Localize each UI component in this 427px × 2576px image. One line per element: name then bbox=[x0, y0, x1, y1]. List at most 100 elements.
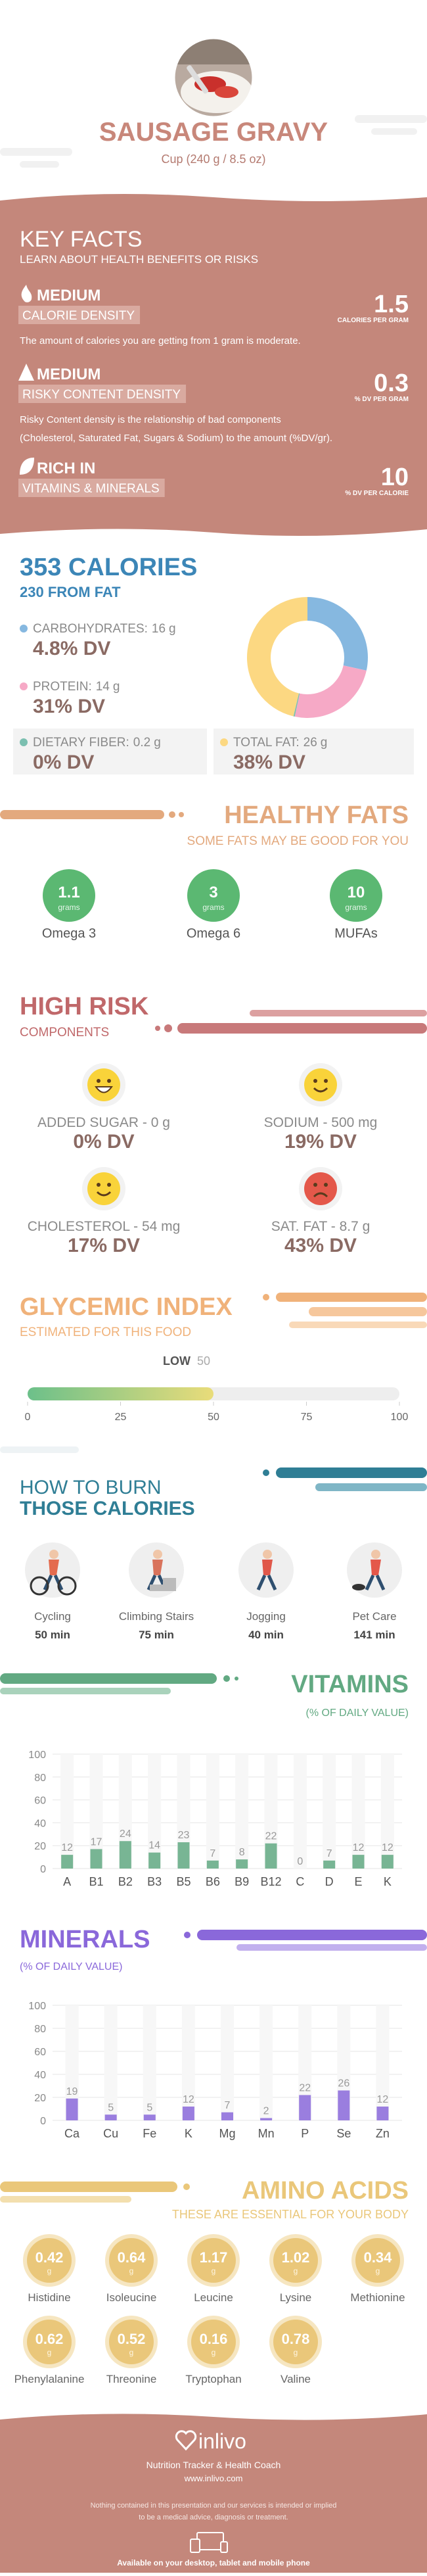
value-label: 19 bbox=[66, 2086, 78, 2097]
value-label: 8 bbox=[239, 1847, 245, 1858]
eye bbox=[313, 1183, 317, 1187]
section-subtitle: LEARN ABOUT HEALTH BENEFITS OR RISKS bbox=[20, 253, 258, 266]
figure-legs bbox=[365, 1574, 386, 1591]
figure-body bbox=[371, 1560, 381, 1575]
nutrient-label: PROTEIN: 14 g bbox=[33, 680, 120, 694]
bar-bg bbox=[65, 2005, 79, 2120]
bar bbox=[236, 1859, 248, 1869]
x-tick-label: Mg bbox=[219, 2127, 235, 2140]
bar-bg bbox=[143, 2005, 156, 2120]
eye bbox=[324, 1183, 328, 1187]
x-tick-label: Zn bbox=[376, 2127, 390, 2140]
risk-dv: 0% DV bbox=[73, 1131, 134, 1153]
face bbox=[304, 1172, 337, 1205]
x-tick-label: K bbox=[384, 1875, 392, 1888]
amino-name: Tryptophan bbox=[185, 2373, 241, 2385]
value-label: 14 bbox=[148, 1840, 160, 1851]
tagline: Nutrition Tracker & Health Coach bbox=[146, 2460, 281, 2470]
bar bbox=[338, 2090, 350, 2120]
nutrient-amount: 16 bbox=[152, 622, 166, 636]
gi-tick-label: 100 bbox=[391, 1412, 409, 1423]
footer-bg bbox=[0, 2414, 427, 2573]
x-tick-label: Fe bbox=[143, 2127, 156, 2140]
fact-description: (Cholesterol, Saturated Fat, Sugars & So… bbox=[20, 433, 332, 444]
bar-bg bbox=[298, 2005, 312, 2120]
availability: Available on your desktop, tablet and mo… bbox=[117, 2558, 310, 2567]
bar bbox=[177, 1842, 190, 1869]
amino-decor bbox=[0, 2182, 190, 2203]
nutrient-unit: g bbox=[169, 622, 176, 636]
amino-unit: g bbox=[129, 2266, 134, 2276]
section-title: VITAMINS bbox=[291, 1671, 409, 1698]
x-tick-label: B9 bbox=[235, 1875, 249, 1888]
nutrient-dv: 31% DV bbox=[33, 696, 105, 717]
fat-name: Omega 3 bbox=[42, 926, 96, 941]
value-label: 12 bbox=[382, 1842, 393, 1853]
section-title: HEALTHY FATS bbox=[224, 801, 409, 829]
amino-name: Valine bbox=[281, 2373, 311, 2385]
bar-bg bbox=[148, 1754, 162, 1869]
amino-value: 0.34 bbox=[364, 2249, 393, 2266]
mouth bbox=[96, 1191, 112, 1197]
calories-from-fat: 230 FROM FAT bbox=[20, 584, 121, 600]
bar-bg bbox=[181, 2005, 195, 2120]
bar-bg bbox=[293, 1754, 307, 1869]
amino-circle bbox=[273, 2238, 318, 2283]
figure-body bbox=[152, 1560, 163, 1575]
fact-level: MEDIUM bbox=[37, 287, 101, 304]
y-tick-label: 80 bbox=[34, 2024, 46, 2035]
activity-time: 40 min bbox=[248, 1629, 284, 1641]
bar bbox=[221, 2112, 233, 2120]
y-tick-label: 100 bbox=[28, 1750, 46, 1761]
section-title: MINERALS bbox=[20, 1926, 150, 1953]
fact-tag bbox=[18, 306, 141, 324]
value-label: 7 bbox=[326, 1848, 332, 1859]
fact-value: 0.3 bbox=[374, 370, 409, 397]
bar bbox=[143, 2114, 156, 2120]
value-label: 5 bbox=[108, 2102, 114, 2113]
section-title: KEY FACTS bbox=[20, 227, 142, 252]
value-label: 17 bbox=[91, 1836, 102, 1848]
amino-circle bbox=[273, 2320, 318, 2364]
bar-bg bbox=[235, 1754, 249, 1869]
activity-time: 75 min bbox=[139, 1629, 174, 1641]
figure-body bbox=[49, 1560, 59, 1575]
bar-bg bbox=[323, 1754, 336, 1869]
x-tick-label: B6 bbox=[206, 1875, 220, 1888]
x-tick-label: B3 bbox=[147, 1875, 162, 1888]
url: www.inlivo.com bbox=[184, 2473, 243, 2483]
risk-decor bbox=[155, 1010, 427, 1034]
value-label: 24 bbox=[120, 1828, 131, 1840]
section-title: HIGH RISK bbox=[20, 993, 149, 1020]
y-tick-label: 40 bbox=[34, 1818, 46, 1829]
bar bbox=[206, 1860, 219, 1869]
figure-legs bbox=[256, 1574, 277, 1591]
leaf-icon bbox=[20, 458, 34, 475]
section-title: AMINO ACIDS bbox=[242, 2177, 409, 2205]
key-facts-bg bbox=[0, 194, 427, 536]
fact-value: 1.5 bbox=[374, 291, 409, 318]
bar bbox=[260, 2118, 273, 2120]
value-label: 12 bbox=[183, 2094, 194, 2105]
bar bbox=[90, 1849, 102, 1869]
fact-unit: CALORIES PER GRAM bbox=[338, 317, 409, 324]
mouth bbox=[313, 1192, 328, 1198]
eye bbox=[107, 1183, 111, 1187]
disclaimer: Nothing contained in this presentation a… bbox=[91, 2502, 337, 2510]
section-subtitle: COMPONENTS bbox=[20, 1026, 109, 1039]
bar-bg bbox=[206, 1754, 219, 1869]
bar-bg bbox=[259, 2005, 273, 2120]
warning-icon bbox=[18, 364, 34, 381]
mouth bbox=[313, 1087, 328, 1093]
x-tick-label: B5 bbox=[176, 1875, 191, 1888]
amino-value: 0.52 bbox=[118, 2331, 146, 2347]
fat-name: Omega 6 bbox=[187, 926, 240, 941]
y-tick-label: 20 bbox=[34, 1841, 46, 1852]
fact-level: MEDIUM bbox=[37, 366, 101, 383]
value-label: 12 bbox=[353, 1842, 365, 1853]
x-tick-label: Se bbox=[336, 2127, 351, 2140]
section-title: THOSE CALORIES bbox=[20, 1498, 195, 1519]
figure-head bbox=[49, 1550, 58, 1559]
amino-unit: g bbox=[47, 2266, 52, 2276]
section-title: HOW TO BURN bbox=[20, 1477, 162, 1498]
